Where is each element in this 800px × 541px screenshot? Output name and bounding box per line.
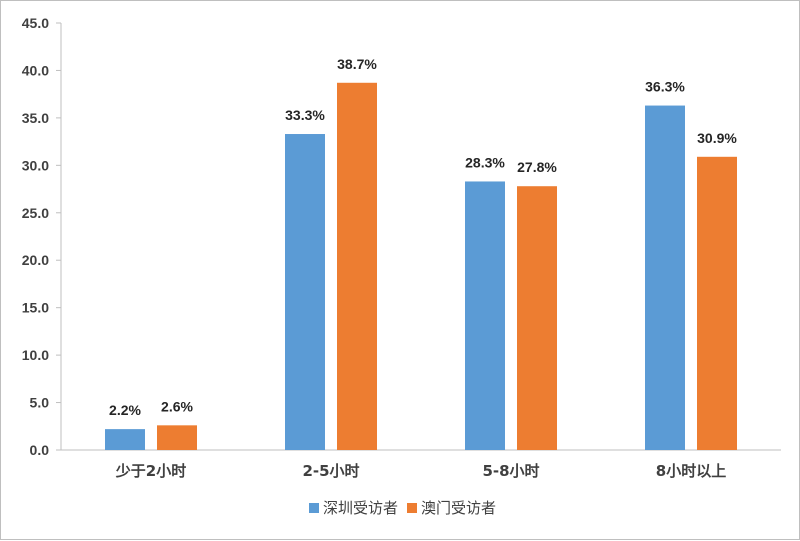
y-tick-label: 40.0 — [22, 62, 49, 78]
data-label: 33.3% — [285, 107, 325, 123]
legend-label: 澳门受访者 — [421, 499, 496, 517]
bar-macau — [337, 82, 377, 450]
y-tick-label: 20.0 — [22, 252, 49, 268]
bar-shenzhen — [645, 105, 685, 450]
y-tick-label: 45.0 — [22, 15, 49, 31]
data-label: 36.3% — [645, 79, 685, 95]
legend: 深圳受访者 澳门受访者 — [309, 499, 496, 517]
y-tick-label: 0.0 — [30, 442, 50, 458]
bar-shenzhen — [105, 429, 145, 450]
legend-swatch — [309, 503, 319, 513]
bar-shenzhen — [465, 181, 505, 450]
y-tick-label: 35.0 — [22, 110, 49, 126]
category-labels-group: 少于2小时 2-5小时 5-8小时 8小时以上 — [115, 462, 726, 480]
legend-label: 深圳受访者 — [323, 499, 398, 517]
data-label: 30.9% — [697, 130, 737, 146]
legend-swatch — [407, 503, 417, 513]
x-category-label: 少于2小时 — [115, 462, 186, 480]
data-label: 27.8% — [517, 159, 557, 175]
y-axis-ticks: 0.0 5.0 10.0 15.0 20.0 25.0 30.0 35.0 40.0 45.0 — [22, 15, 61, 458]
y-tick-label: 25.0 — [22, 205, 49, 221]
data-label: 2.6% — [161, 398, 193, 414]
x-category-label: 2-5小时 — [302, 462, 359, 480]
bar-macau — [697, 156, 737, 450]
data-label: 38.7% — [337, 56, 377, 72]
bar-series-group — [105, 82, 737, 450]
y-tick-label: 5.0 — [30, 395, 50, 411]
y-tick-label: 10.0 — [22, 347, 49, 363]
bar-shenzhen — [285, 134, 325, 450]
y-tick-label: 30.0 — [22, 157, 49, 173]
y-tick-label: 15.0 — [22, 300, 49, 316]
x-category-label: 5-8小时 — [482, 462, 539, 480]
bar-macau — [517, 186, 557, 450]
bar-macau — [157, 425, 197, 450]
x-category-label: 8小时以上 — [656, 462, 726, 480]
data-label: 28.3% — [465, 154, 505, 170]
data-labels-group: 2.2% 2.6% 33.3% 38.7% 28.3% 27.8% 36.3% 30.9% — [109, 56, 737, 418]
data-label: 2.2% — [109, 402, 141, 418]
